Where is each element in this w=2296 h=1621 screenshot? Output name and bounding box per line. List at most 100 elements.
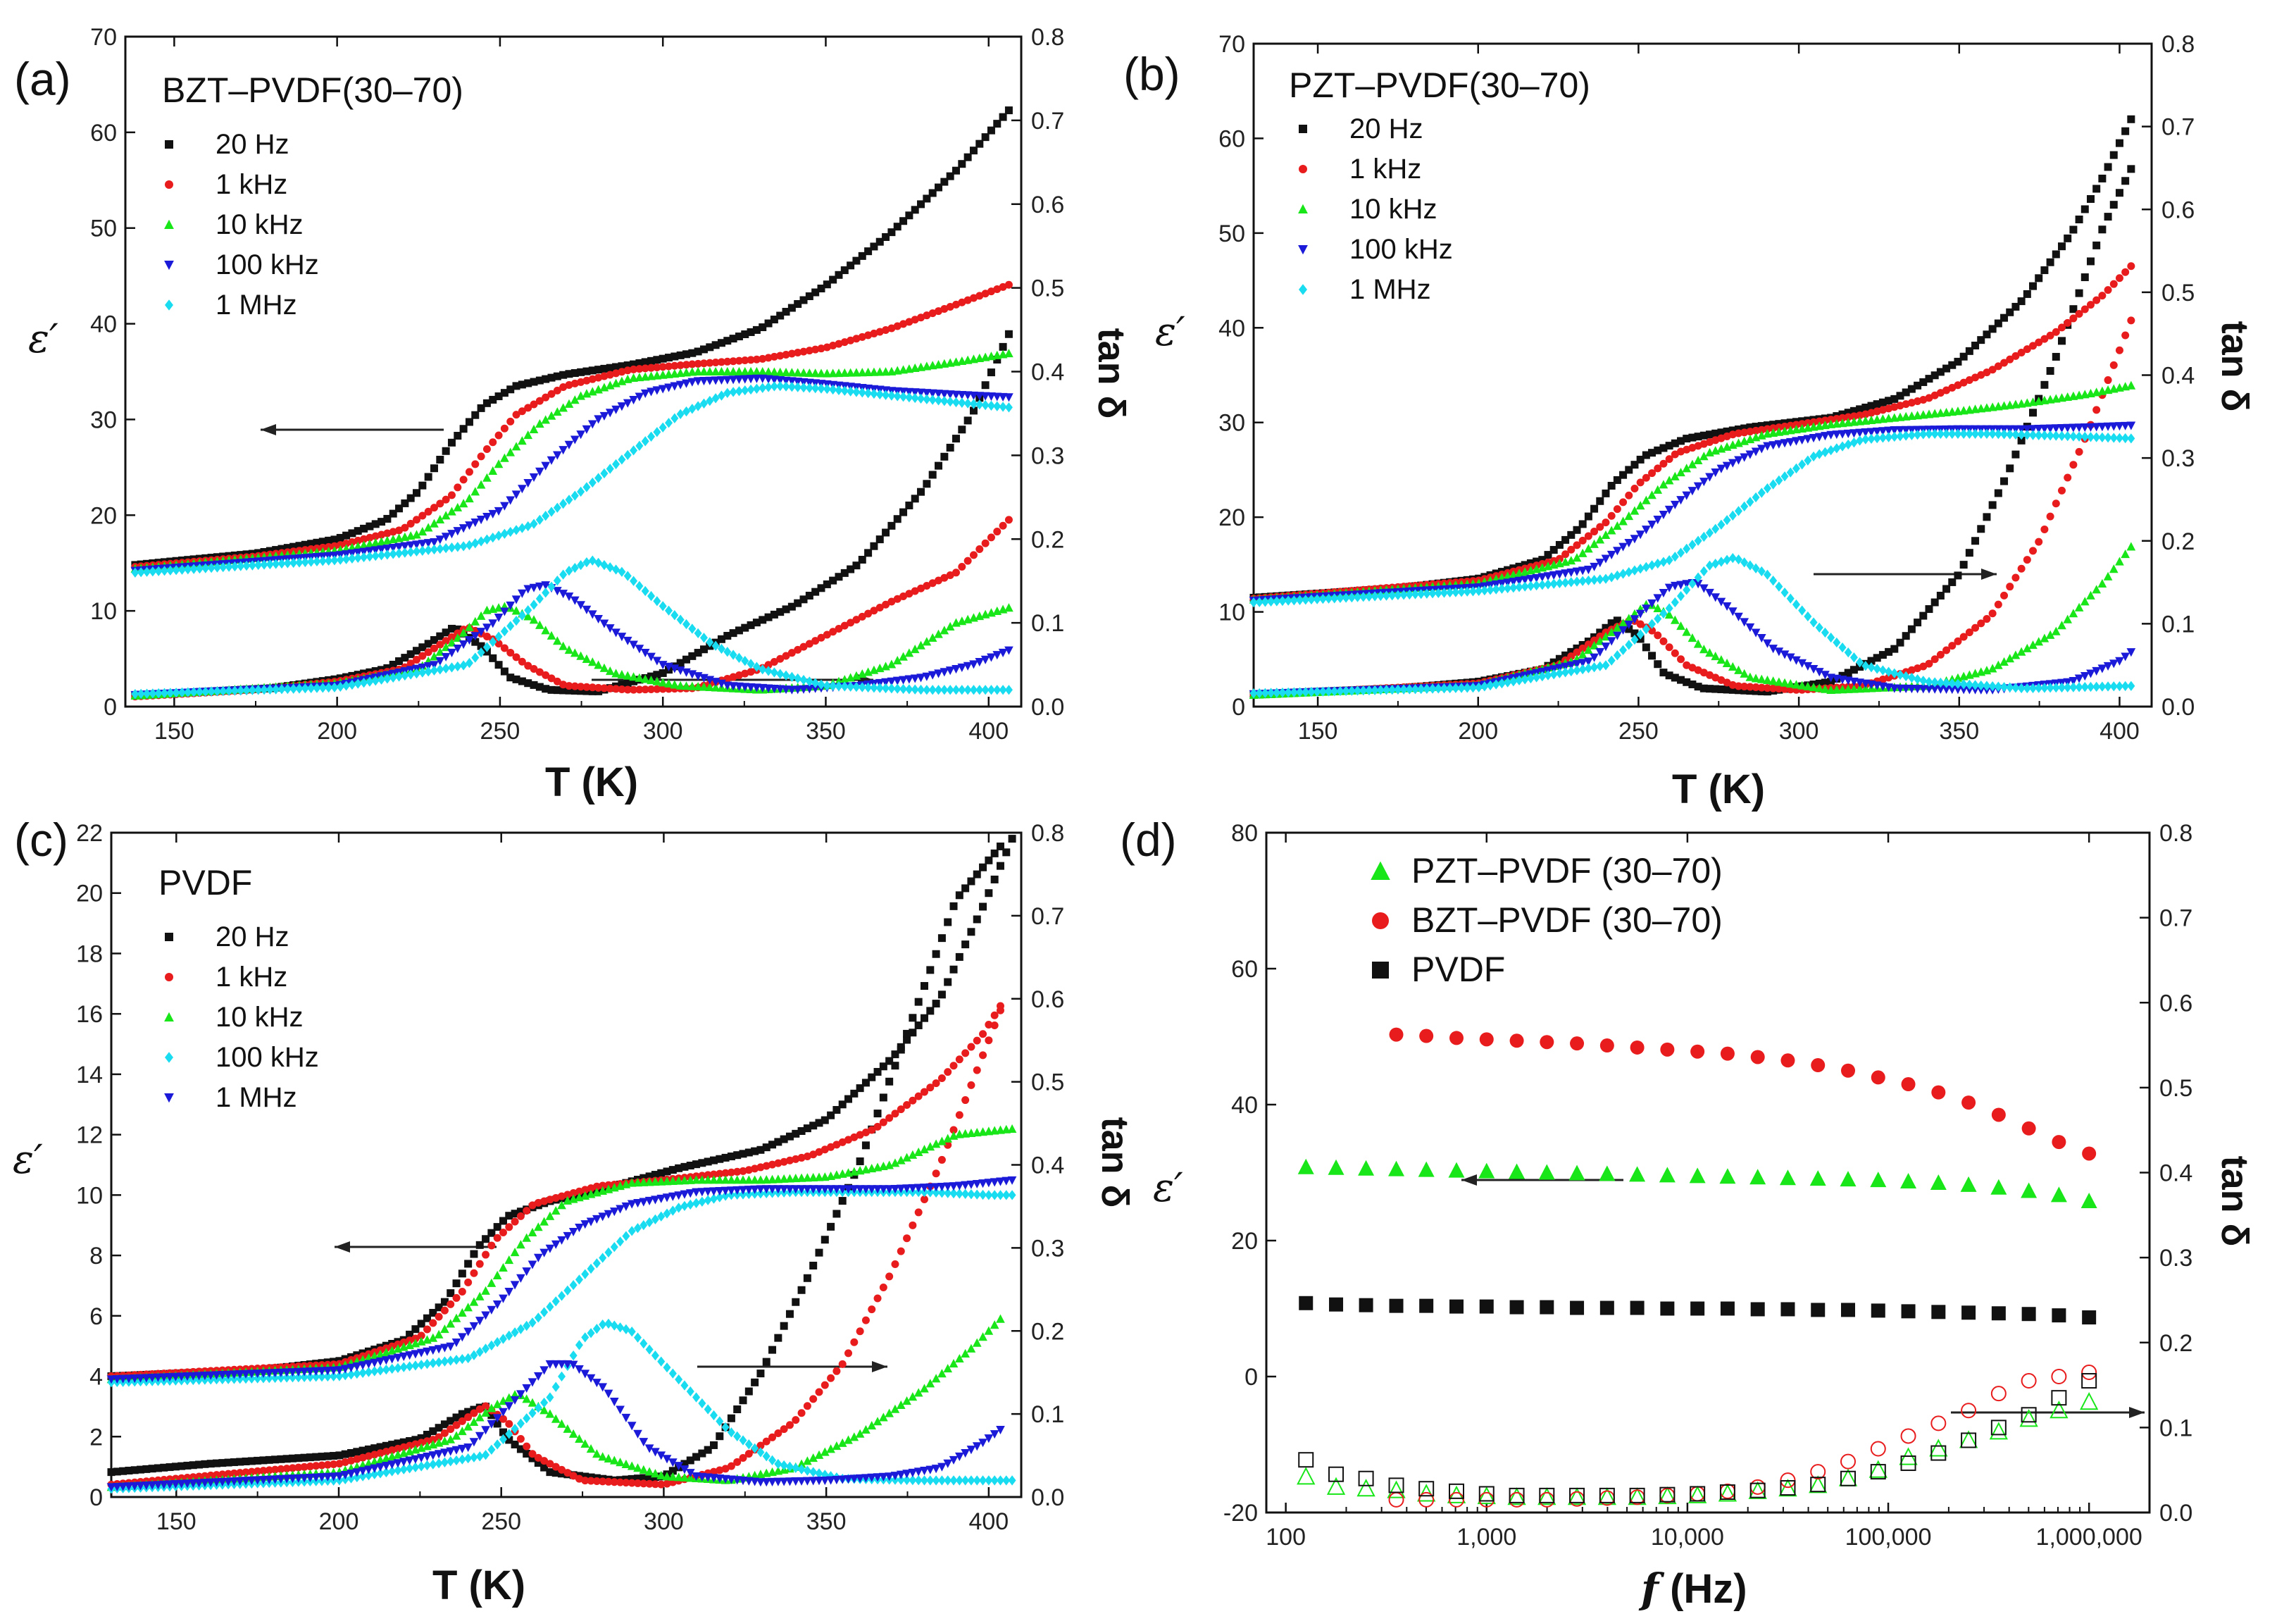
permittivity-point xyxy=(735,333,743,341)
loss-tangent-point xyxy=(630,677,638,685)
loss-tangent-point xyxy=(1613,616,1621,625)
loss-tangent-point xyxy=(1302,687,1310,697)
loss-tangent-point xyxy=(1868,1460,1888,1478)
permittivity-point xyxy=(723,387,732,398)
permittivity-point xyxy=(535,514,544,526)
loss-tangent-point xyxy=(1919,676,1928,686)
permittivity-point xyxy=(698,1159,706,1167)
loss-tangent-point xyxy=(955,891,963,900)
permittivity-point xyxy=(630,445,638,456)
permittivity-point xyxy=(980,392,990,401)
permittivity-point xyxy=(1873,400,1881,409)
loss-tangent-point xyxy=(113,1467,121,1476)
permittivity-point xyxy=(758,374,768,383)
x-tick-label: 200 xyxy=(317,718,357,745)
loss-tangent-point xyxy=(723,631,732,640)
loss-tangent-point xyxy=(940,668,949,677)
permittivity-point xyxy=(623,449,632,461)
loss-tangent-point xyxy=(770,685,779,694)
loss-tangent-point xyxy=(225,685,233,696)
loss-tangent-point xyxy=(949,902,958,910)
permittivity-point xyxy=(834,368,844,378)
loss-tangent-point xyxy=(1803,681,1813,690)
y-tick-label: 60 xyxy=(1231,956,1258,983)
permittivity-point xyxy=(1780,439,1790,448)
loss-tangent-point xyxy=(576,651,585,660)
permittivity-point xyxy=(395,504,404,513)
permittivity-point xyxy=(1901,426,1911,435)
permittivity-point xyxy=(371,532,380,540)
permittivity-point xyxy=(1749,1169,1766,1185)
permittivity-point xyxy=(1948,428,1957,439)
permittivity-point xyxy=(424,473,432,481)
permittivity-point xyxy=(729,387,737,397)
permittivity-point xyxy=(782,381,790,392)
legend-marker xyxy=(165,180,173,189)
permittivity-point xyxy=(471,538,480,549)
loss-tangent-point xyxy=(870,542,878,550)
legend-marker xyxy=(1298,245,1308,255)
loss-tangent-point xyxy=(2075,447,2083,456)
permittivity-point xyxy=(477,404,485,412)
permittivity-point xyxy=(937,990,946,999)
permittivity-point xyxy=(1635,530,1645,540)
permittivity-point xyxy=(729,357,737,366)
loss-tangent-point xyxy=(389,672,397,683)
loss-tangent-point xyxy=(1711,593,1721,602)
permittivity-point xyxy=(1613,505,1621,514)
loss-tangent-point xyxy=(283,683,292,695)
permittivity-point xyxy=(511,1217,519,1226)
loss-tangent-point xyxy=(588,687,597,695)
loss-tangent-point xyxy=(542,685,550,693)
permittivity-point xyxy=(1566,568,1576,578)
permittivity-point xyxy=(1555,578,1564,589)
permittivity-point xyxy=(723,337,732,345)
permittivity-point xyxy=(307,540,316,548)
loss-tangent-point xyxy=(378,674,386,685)
loss-tangent-point xyxy=(875,683,884,693)
permittivity-point xyxy=(823,383,831,395)
loss-tangent-point xyxy=(1814,683,1824,693)
panel-label: (c) xyxy=(14,814,68,866)
permittivity-point xyxy=(1636,564,1645,574)
loss-tangent-point xyxy=(476,611,486,620)
permittivity-point xyxy=(870,242,878,251)
series-1-mhz xyxy=(1249,428,2135,699)
loss-tangent-point xyxy=(835,624,843,633)
loss-tangent-point xyxy=(659,669,667,677)
permittivity-point xyxy=(969,391,978,400)
permittivity-point xyxy=(477,452,485,461)
permittivity-point xyxy=(2040,424,2049,433)
loss-tangent-point xyxy=(417,1434,425,1442)
permittivity-point xyxy=(1983,330,1991,339)
loss-tangent-point xyxy=(817,633,825,642)
permittivity-point xyxy=(1549,546,1558,554)
loss-tangent-point xyxy=(1555,654,1564,663)
permittivity-point xyxy=(794,349,802,357)
x-tick-label: 150 xyxy=(1298,718,1338,745)
loss-tangent-point xyxy=(259,1456,268,1465)
loss-tangent-point xyxy=(1706,560,1714,571)
loss-tangent-point xyxy=(518,589,527,598)
loss-tangent-point xyxy=(1601,642,1611,652)
loss-tangent-point xyxy=(727,1414,735,1422)
permittivity-point xyxy=(435,535,445,545)
permittivity-point xyxy=(377,545,386,554)
loss-tangent-point xyxy=(711,683,720,692)
permittivity-point xyxy=(1752,492,1760,503)
permittivity-point xyxy=(1856,405,1864,414)
permittivity-point xyxy=(688,404,697,414)
permittivity-point xyxy=(835,271,843,279)
loss-tangent-point xyxy=(1763,639,1772,648)
loss-tangent-point xyxy=(600,684,609,693)
permittivity-point xyxy=(858,251,866,260)
loss-tangent-point xyxy=(236,1458,244,1466)
loss-tangent-point xyxy=(399,1438,408,1446)
legend-label: 1 kHz xyxy=(1349,154,1421,185)
loss-tangent-point xyxy=(1728,607,1737,616)
loss-tangent-point xyxy=(1549,669,1558,680)
permittivity-point xyxy=(336,533,344,542)
loss-tangent-point xyxy=(1977,619,1985,628)
loss-tangent-point xyxy=(454,661,462,672)
